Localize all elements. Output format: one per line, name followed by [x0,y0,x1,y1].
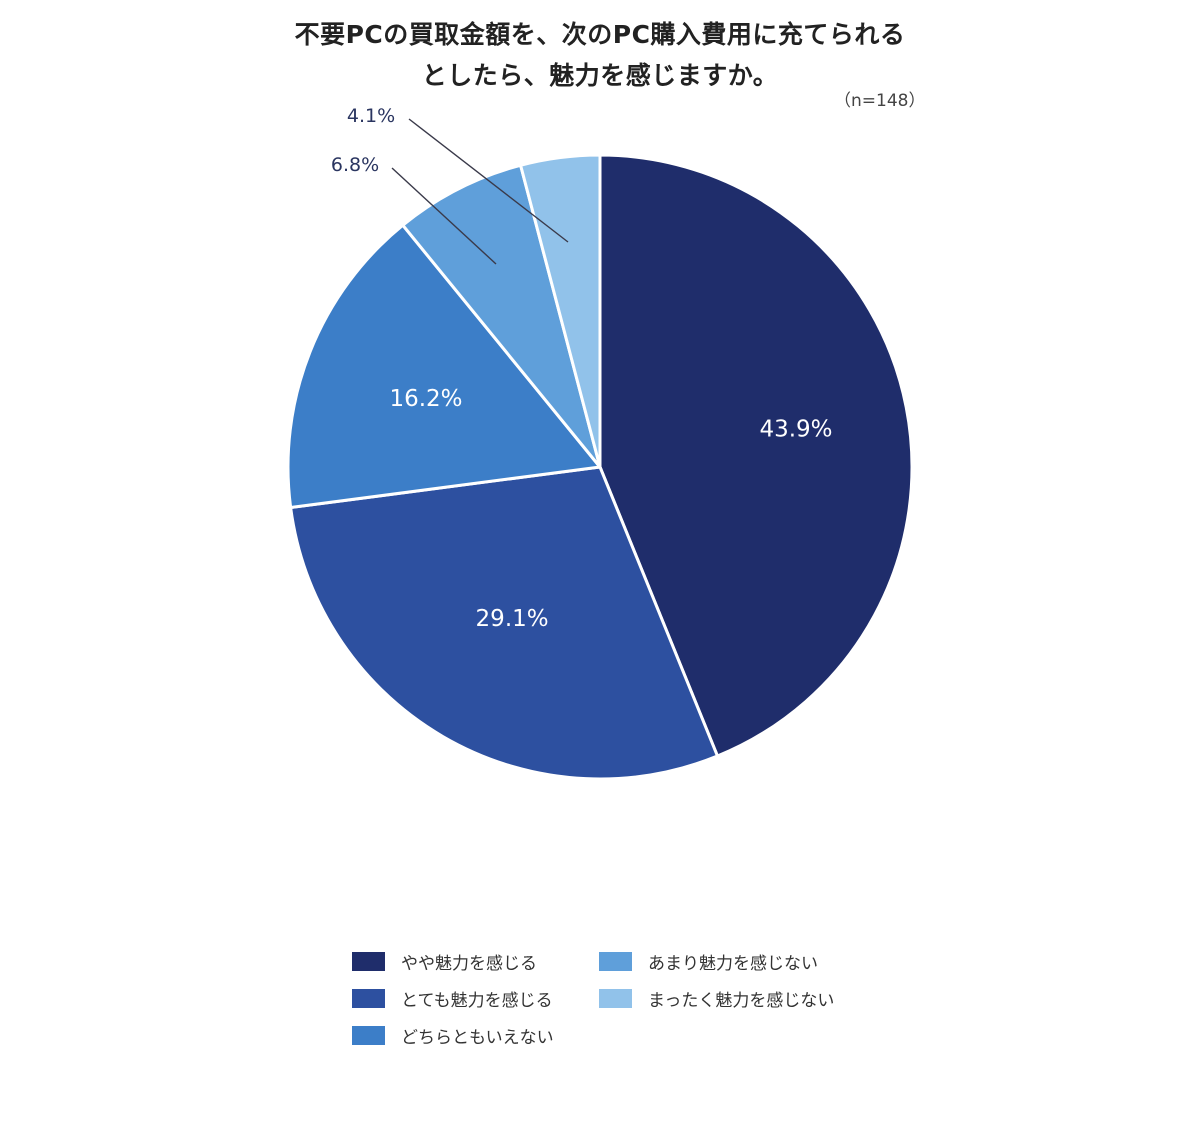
legend-item-5: まったく魅力を感じない [599,985,834,1011]
data-label-5: 4.1% [347,105,395,127]
data-label-3: 16.2% [389,386,462,412]
pie-chart: 43.9% 29.1% 16.2% 6.8% 4.1% [286,105,914,781]
legend-swatch-2 [352,988,385,1008]
chart-title: 不要PCの買取金額を、次のPC購入費用に充てられる としたら、魅力を感じますか。 [0,14,1200,96]
data-label-1: 43.9% [759,417,832,443]
legend-label-4: あまり魅力を感じない [648,953,818,974]
sample-size-note: （n=148） [834,91,926,111]
legend-label-3: どちらともいえない [401,1027,554,1048]
legend-label-5: まったく魅力を感じない [648,990,835,1011]
legend-swatch-5 [599,988,632,1008]
leader-line-4 [391,167,497,265]
legend-swatch-1 [352,951,385,971]
leader-line-5 [408,118,569,243]
legend-item-2: とても魅力を感じる [352,985,553,1011]
pie-slices [286,153,914,781]
data-label-4: 6.8% [331,154,379,176]
data-labels: 43.9% 29.1% 16.2% 6.8% 4.1% [331,105,833,632]
leader-lines [391,118,569,265]
legend-label-1: やや魅力を感じる [401,953,537,974]
pie-slice-1 [598,153,914,758]
legend-swatch-3 [352,1025,385,1045]
pie-slice-5 [519,153,602,469]
data-label-2: 29.1% [476,606,549,632]
legend: やや魅力を感じる とても魅力を感じる どちらともいえない あまり魅力を感じない まったく… [352,948,912,1058]
chart-title-line-2: としたら、魅力を感じますか。 [421,61,779,90]
pie-slice-2 [289,465,719,781]
chart-title-line-1: 不要PCの買取金額を、次のPC購入費用に充てられる [294,20,906,49]
legend-item-4: あまり魅力を感じない [599,948,818,974]
legend-label-2: とても魅力を感じる [401,990,553,1011]
pie-slice-3 [286,223,602,510]
legend-swatch-4 [599,951,632,971]
pie-slice-4 [401,163,602,469]
legend-item-1: やや魅力を感じる [352,948,537,974]
legend-item-3: どちらともいえない [352,1022,554,1048]
